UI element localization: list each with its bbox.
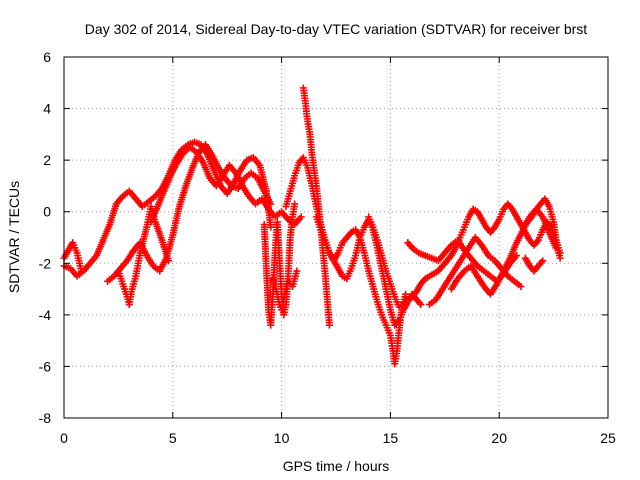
data-series-arc-8 <box>299 84 333 329</box>
data-point <box>539 257 547 265</box>
y-tick-label: 2 <box>43 152 51 168</box>
data-point <box>325 321 333 329</box>
y-tick-label: 6 <box>43 49 51 65</box>
data-series-arc-7 <box>269 267 301 314</box>
y-tick-label: -8 <box>39 410 52 426</box>
y-tick-label: -2 <box>39 255 52 271</box>
x-axis-label: GPS time / hours <box>283 458 390 474</box>
data-point <box>77 267 85 275</box>
data-series-arc-10 <box>312 213 410 368</box>
data-point <box>291 200 299 208</box>
data-series-arc-15 <box>521 195 564 262</box>
plot-frame <box>63 56 609 419</box>
data-point <box>164 257 172 265</box>
y-axis-label: SDTVAR / TECUs <box>6 181 22 293</box>
data-point <box>293 267 301 275</box>
x-tick-label: 20 <box>491 430 507 446</box>
data-point <box>267 223 275 231</box>
y-tick-label: 4 <box>43 101 51 117</box>
data-series-arc-16 <box>521 254 547 275</box>
data-series-arc-11 <box>365 200 564 311</box>
chart-title: Day 302 of 2014, Sidereal Day-to-day VTE… <box>85 21 587 37</box>
data-point <box>517 282 525 290</box>
data-point <box>556 254 564 262</box>
x-tick-label: 10 <box>274 430 290 446</box>
y-tick-label: 0 <box>43 204 51 220</box>
data-series-arc-3 <box>104 141 275 285</box>
x-tick-label: 15 <box>383 430 399 446</box>
x-tick-label: 25 <box>600 430 616 446</box>
axis-ticks: 0 5 10 15 20 25 -8 -6 -4 -2 0 2 4 6 <box>39 49 616 446</box>
y-tick-label: -4 <box>39 307 52 323</box>
y-tick-label: -6 <box>39 358 52 374</box>
data-point <box>297 213 305 221</box>
data-series <box>60 84 564 368</box>
x-tick-label: 5 <box>169 430 177 446</box>
data-series-arc-4 <box>114 203 172 309</box>
data-point <box>402 290 410 298</box>
data-point <box>417 301 425 309</box>
x-tick-label: 0 <box>60 430 68 446</box>
data-series-arc-13 <box>426 234 525 309</box>
data-series-arc-5 <box>147 143 305 229</box>
